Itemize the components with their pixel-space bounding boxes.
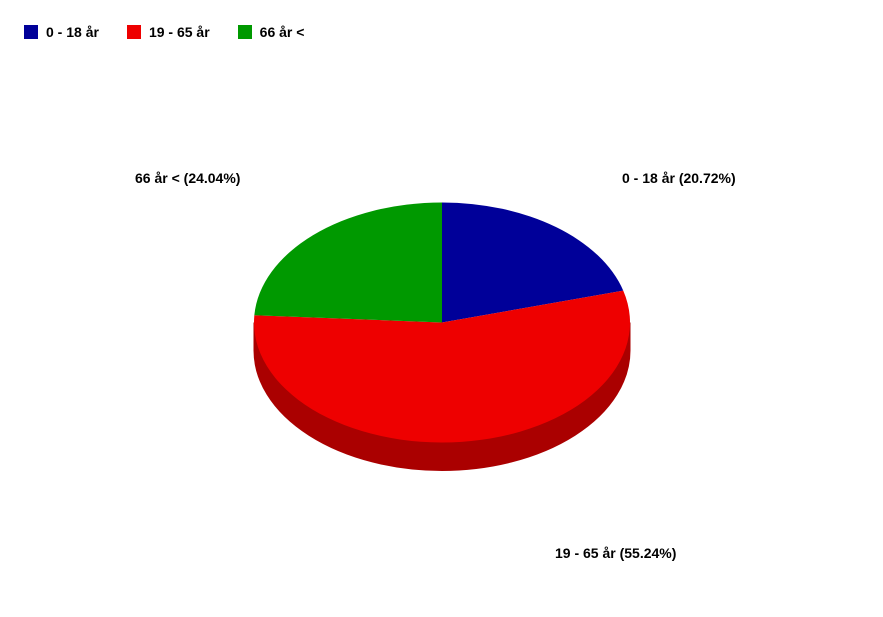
slice-label-2: 66 år < (24.04%) [135, 170, 240, 186]
swatch-icon [127, 25, 141, 39]
legend-item-1: 19 - 65 år [127, 24, 210, 40]
legend-label: 19 - 65 år [149, 24, 210, 40]
legend-item-2: 66 år < [238, 24, 305, 40]
swatch-icon [238, 25, 252, 39]
pie-chart [250, 199, 634, 480]
slice-label-1: 19 - 65 år (55.24%) [555, 545, 676, 561]
legend-label: 66 år < [260, 24, 305, 40]
legend-item-0: 0 - 18 år [24, 24, 99, 40]
pie-chart-svg [250, 199, 634, 475]
slice-label-0: 0 - 18 år (20.72%) [622, 170, 736, 186]
swatch-icon [24, 25, 38, 39]
legend: 0 - 18 år 19 - 65 år 66 år < [24, 24, 304, 40]
legend-label: 0 - 18 år [46, 24, 99, 40]
